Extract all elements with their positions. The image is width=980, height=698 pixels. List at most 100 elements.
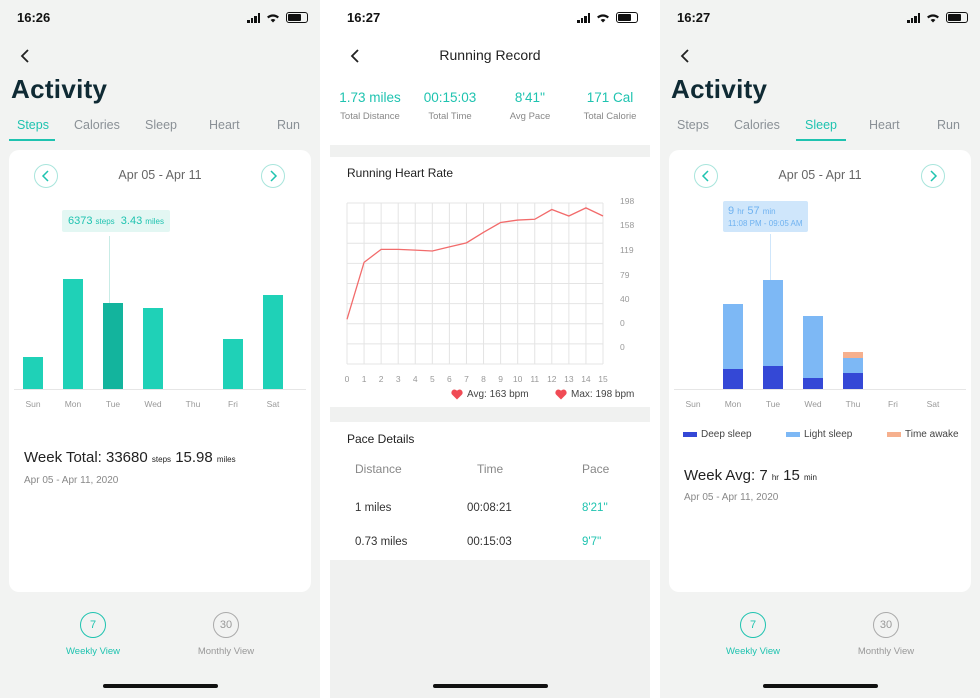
- sleep-bar-segment[interactable]: [803, 377, 823, 389]
- monthly-view-label[interactable]: Monthly View: [857, 646, 915, 657]
- stat-value: 1.73 miles: [339, 90, 401, 105]
- x-tick-label: 14: [581, 374, 591, 384]
- sleep-bar-segment[interactable]: [843, 373, 863, 389]
- status-bar: 16:27: [330, 0, 650, 36]
- weekly-view-label[interactable]: Weekly View: [65, 646, 121, 657]
- steps-bar[interactable]: [263, 294, 283, 389]
- tab-heart[interactable]: Heart: [209, 118, 240, 132]
- x-tick-label: 10: [513, 374, 523, 384]
- sleep-bar-segment[interactable]: [763, 280, 783, 366]
- battery-icon: [946, 12, 968, 23]
- week-total: Week Total: 33680 steps 15.98 miles: [24, 449, 236, 466]
- pace-row-pace: 9'7'': [582, 536, 602, 548]
- week-avg-hr: 7: [759, 467, 768, 484]
- legend-deep: Deep sleep: [683, 429, 752, 440]
- back-icon[interactable]: [676, 46, 696, 66]
- back-icon[interactable]: [346, 46, 366, 66]
- avg-legend: Avg: 163 bpm: [451, 389, 529, 400]
- y-tick-label: 158: [620, 220, 634, 230]
- tab-sleep[interactable]: Sleep: [805, 118, 837, 132]
- sleep-bar-segment[interactable]: [723, 303, 743, 369]
- prev-week-button[interactable]: [694, 164, 718, 188]
- sleep-bar-segment[interactable]: [843, 357, 863, 374]
- awake-swatch: [887, 432, 901, 437]
- cellular-signal-icon: [907, 12, 920, 23]
- sleep-bar-segment[interactable]: [843, 352, 863, 358]
- monthly-view-label[interactable]: Monthly View: [197, 646, 255, 657]
- pace-details-title: Pace Details: [347, 432, 415, 446]
- stat-value: 171 Cal: [586, 90, 634, 105]
- tab-steps[interactable]: Steps: [677, 118, 709, 132]
- status-bar: 16:26: [0, 0, 320, 36]
- sleep-bar-segment[interactable]: [763, 365, 783, 389]
- status-time: 16:27: [347, 10, 381, 25]
- steps-unit: steps: [151, 455, 172, 464]
- prev-week-button[interactable]: [34, 164, 58, 188]
- steps-bar[interactable]: [23, 357, 43, 389]
- running-record-screen: 16:27 Running Record 1.73 miles Total Dis…: [330, 0, 650, 698]
- tooltip-min-unit: min: [762, 207, 776, 216]
- home-indicator: [103, 684, 218, 688]
- status-time: 16:26: [17, 10, 51, 25]
- tab-run[interactable]: Run: [277, 118, 300, 132]
- day-label: Thu: [845, 399, 861, 409]
- stat-label: Avg Pace: [509, 111, 551, 122]
- tab-underline: [9, 139, 55, 141]
- tab-run[interactable]: Run: [937, 118, 960, 132]
- weekly-view-label[interactable]: Weekly View: [725, 646, 781, 657]
- tab-sleep[interactable]: Sleep: [145, 118, 177, 132]
- chart-baseline: [674, 389, 966, 390]
- next-week-button[interactable]: [921, 164, 945, 188]
- week-date: Apr 05 - Apr 11, 2020: [684, 492, 779, 503]
- wifi-icon: [927, 13, 939, 22]
- x-tick-label: 7: [464, 374, 469, 384]
- monthly-view-button[interactable]: 30: [213, 612, 239, 638]
- steps-screen: 16:26 Activity Steps Calories Sleep Hear…: [0, 0, 320, 698]
- pace-details-card: Pace Details Distance Time Pace 1 miles …: [330, 422, 650, 560]
- stat-time: 00:15:03 Total Time: [410, 90, 490, 122]
- x-tick-label: 2: [379, 374, 384, 384]
- weekly-view-button[interactable]: 7: [740, 612, 766, 638]
- tooltip-hr-unit: hr: [737, 207, 745, 216]
- pace-row-time: 00:15:03: [467, 536, 512, 548]
- tab-underline: [796, 139, 846, 141]
- steps-bar[interactable]: [143, 308, 163, 389]
- sleep-tooltip: 9 hr 57 min 11:08 PM - 09:05 AM: [723, 201, 808, 232]
- tab-steps[interactable]: Steps: [17, 118, 49, 132]
- steps-bar[interactable]: [63, 279, 83, 389]
- chevron-right-icon: [270, 170, 278, 182]
- x-tick-label: 0: [345, 374, 350, 384]
- sleep-card: Apr 05 - Apr 11 9 hr 57 min 11:08 PM - 0…: [669, 150, 971, 592]
- tooltip-range: 11:08 PM - 09:05 AM: [728, 219, 803, 228]
- legend-light-label: Light sleep: [804, 429, 853, 440]
- weekly-view-button[interactable]: 7: [80, 612, 106, 638]
- back-icon[interactable]: [16, 46, 36, 66]
- heart-rate-card: Running Heart Rate 198 158 119 79 40 0 0 0 1 2 3 4 5…: [330, 157, 650, 407]
- page-title: Activity: [671, 74, 768, 104]
- next-week-button[interactable]: [261, 164, 285, 188]
- x-tick-label: 4: [413, 374, 418, 384]
- status-bar: 16:27: [660, 0, 980, 36]
- steps-bar[interactable]: [103, 303, 123, 389]
- legend-awake-label: Time awake: [905, 429, 959, 440]
- home-indicator: [763, 684, 878, 688]
- tab-calories[interactable]: Calories: [74, 118, 120, 132]
- heart-rate-title: Running Heart Rate: [347, 166, 454, 180]
- sleep-bar-segment[interactable]: [723, 369, 743, 389]
- sleep-bar-segment[interactable]: [803, 315, 823, 378]
- light-swatch: [786, 432, 800, 437]
- nav-bar: [330, 36, 650, 74]
- day-label: Sun: [685, 399, 701, 409]
- tab-bar: Steps Calories Sleep Heart Run: [0, 116, 320, 141]
- min-unit: min: [804, 473, 817, 482]
- tab-heart[interactable]: Heart: [869, 118, 900, 132]
- heart-icon: [555, 389, 567, 400]
- monthly-view-button[interactable]: 30: [873, 612, 899, 638]
- page-title: Running Record: [439, 47, 541, 63]
- steps-bar[interactable]: [223, 339, 243, 389]
- sleep-screen: 16:27 Activity Steps Calories Sleep Hear…: [660, 0, 980, 698]
- hr-unit: hr: [771, 473, 779, 482]
- x-tick-label: 11: [530, 374, 539, 384]
- tab-calories[interactable]: Calories: [734, 118, 780, 132]
